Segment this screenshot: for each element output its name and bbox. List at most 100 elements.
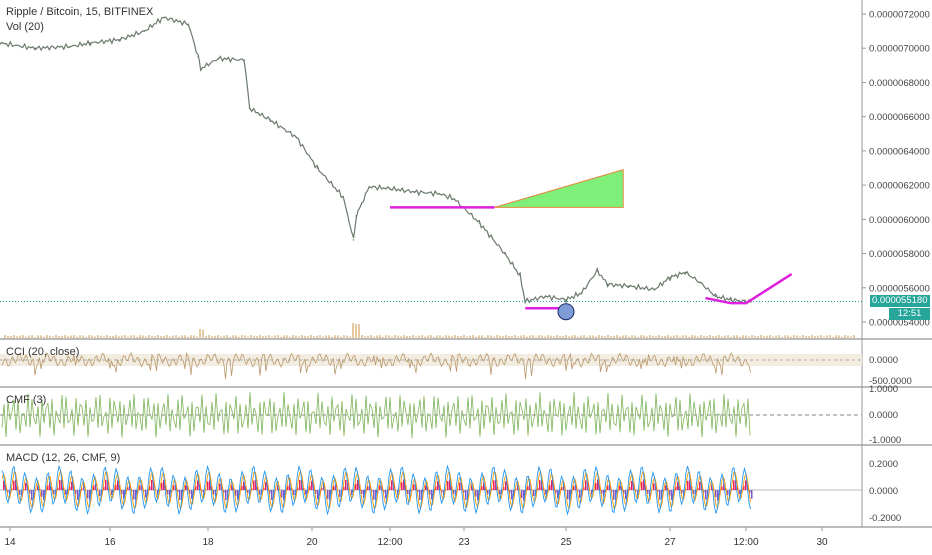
- volume-bar: [652, 336, 654, 338]
- macd-hist-bar: [619, 486, 621, 490]
- macd-hist-bar: [133, 490, 135, 499]
- price-point: [715, 296, 717, 298]
- volume-bar: [784, 335, 786, 338]
- volume-bar: [127, 337, 129, 338]
- price-point: [144, 30, 146, 32]
- macd-hist-bar: [293, 490, 295, 495]
- volume-bar: [169, 336, 171, 338]
- volume-bar: [478, 335, 480, 338]
- volume-bar: [847, 336, 849, 338]
- volume-bar: [259, 335, 261, 338]
- volume-bar: [823, 337, 825, 338]
- macd-hist-bar: [447, 481, 449, 490]
- volume-bar: [82, 335, 84, 338]
- volume-bar: [142, 335, 144, 338]
- volume-bar: [481, 335, 483, 338]
- volume-bar: [112, 336, 114, 338]
- macd-hist-bar: [105, 480, 107, 490]
- price-point: [453, 198, 455, 200]
- volume-bar: [400, 336, 402, 338]
- price-point: [628, 285, 630, 287]
- macd-hist-bar: [625, 490, 627, 499]
- macd-hist-bar: [327, 490, 329, 499]
- volume-bar: [793, 335, 795, 338]
- macd-hist-bar: [25, 483, 27, 490]
- volume-bar: [700, 335, 702, 338]
- volume-bar: [820, 335, 822, 338]
- macd-hist-bar: [751, 490, 753, 499]
- macd-tick-label: 0.2000: [869, 459, 898, 470]
- volume-bar: [373, 337, 375, 338]
- volume-bar: [445, 335, 447, 338]
- price-tick-label: 0.0000070000: [869, 44, 930, 55]
- volume-bar: [442, 337, 444, 338]
- volume-bar: [319, 335, 321, 338]
- volume-bar: [241, 335, 243, 338]
- volume-bar: [532, 335, 534, 338]
- volume-bar: [733, 335, 735, 338]
- volume-bar: [313, 336, 315, 338]
- volume-bar: [811, 335, 813, 338]
- cci-tick-label: 0.0000: [869, 355, 898, 366]
- volume-bar: [271, 336, 273, 338]
- volume-bar: [16, 336, 18, 338]
- volume-bar: [40, 335, 42, 338]
- volume-bar: [268, 335, 270, 338]
- volume-bar: [511, 336, 513, 338]
- macd-hist-bar: [533, 490, 535, 496]
- volume-bar: [430, 335, 432, 338]
- volume-bar: [139, 335, 141, 338]
- price-point: [654, 289, 656, 291]
- volume-bar: [160, 336, 162, 338]
- volume-bar: [34, 337, 36, 338]
- volume-bar: [334, 335, 336, 338]
- macd-tick-label: -0.2000: [869, 513, 901, 524]
- volume-bar: [715, 336, 717, 338]
- price-point: [69, 46, 71, 48]
- volume-bar: [421, 335, 423, 338]
- macd-hist-bar: [191, 490, 193, 499]
- cmf-label: CMF (3): [6, 394, 46, 406]
- volume-bar: [433, 337, 435, 338]
- volume-bar: [163, 336, 165, 338]
- green-triangle-drawing: [495, 170, 624, 208]
- macd-hist-bar: [413, 484, 415, 490]
- volume-bar: [64, 335, 66, 338]
- volume-bar: [649, 335, 651, 338]
- volume-bar: [361, 335, 363, 338]
- volume-bar: [463, 335, 465, 338]
- volume-bar: [493, 337, 495, 338]
- volume-bar: [46, 335, 48, 338]
- macd-hist-bar: [19, 490, 21, 495]
- volume-bar: [364, 336, 366, 338]
- price-point: [342, 196, 344, 198]
- volume-bar: [49, 336, 51, 338]
- volume-bar: [223, 336, 225, 338]
- volume-bar: [514, 335, 516, 338]
- volume-bar: [148, 335, 150, 338]
- volume-bar: [220, 336, 222, 338]
- volume-bar: [352, 323, 354, 338]
- volume-bar: [781, 337, 783, 338]
- macd-hist-bar: [281, 490, 283, 498]
- volume-bar: [115, 335, 117, 338]
- price-point: [34, 47, 36, 49]
- volume-bar: [709, 335, 711, 338]
- volume-bar: [274, 335, 276, 338]
- volume-bar: [418, 336, 420, 338]
- price-tick-label: 0.0000072000: [869, 10, 930, 21]
- volume-bar: [598, 335, 600, 338]
- price-tick-label: 0.0000056000: [869, 283, 930, 294]
- volume-bar: [658, 335, 660, 338]
- volume-bar: [673, 336, 675, 338]
- volume-bar: [427, 335, 429, 338]
- volume-bar: [613, 336, 615, 338]
- countdown-badge: 12:51: [889, 308, 930, 320]
- volume-bar: [214, 336, 216, 338]
- volume-bar: [769, 335, 771, 338]
- volume-bar: [409, 336, 411, 338]
- volume-bar: [388, 335, 390, 338]
- volume-bar: [556, 335, 558, 338]
- macd-hist-bar: [225, 490, 227, 500]
- volume-bar: [757, 336, 759, 338]
